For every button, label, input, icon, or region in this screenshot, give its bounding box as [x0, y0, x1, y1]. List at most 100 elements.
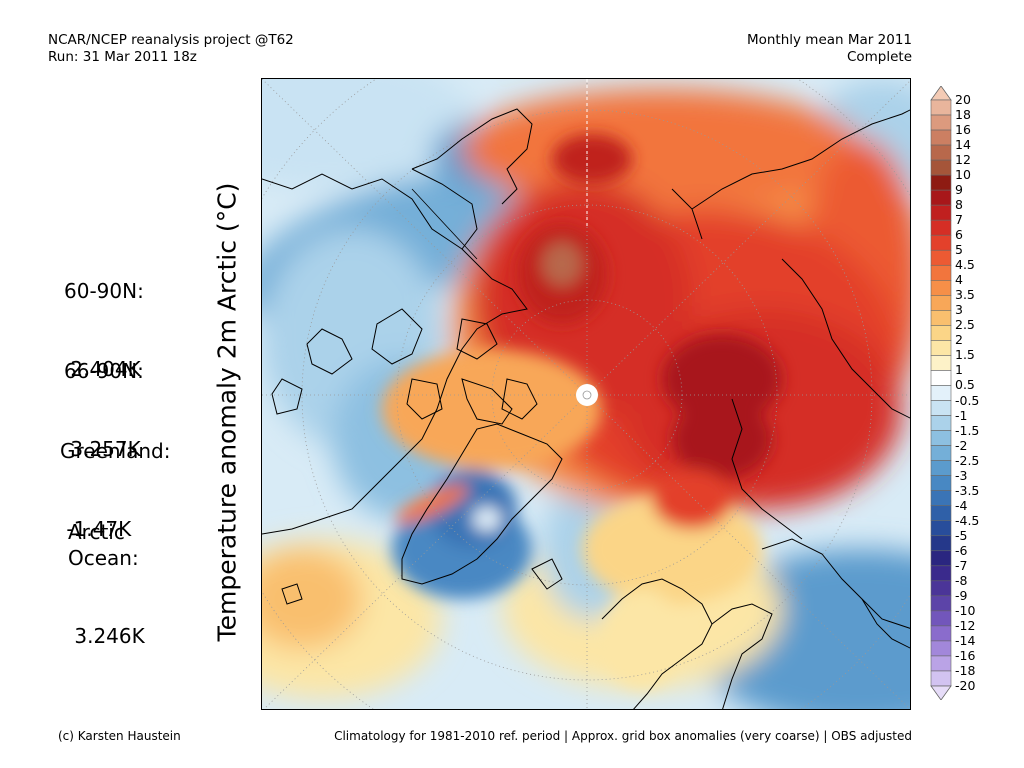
colorbar-swatch [930, 129, 952, 146]
stat-greenland: Greenland: -1.47K [60, 386, 171, 568]
anomaly-field [262, 79, 910, 709]
colorbar-swatch [930, 189, 952, 206]
colorbar-level-label: -1 [955, 407, 968, 423]
colorbar-swatch [930, 400, 952, 416]
y-axis-label: Temperature anomaly 2m Arctic (°C) [212, 182, 242, 642]
colorbar-level-label: 3.5 [955, 287, 975, 303]
colorbar-swatch [930, 204, 952, 221]
colorbar-level-label: -10 [955, 602, 976, 618]
stat-region-label: 60-90N: [64, 279, 144, 303]
colorbar-swatch [930, 415, 952, 431]
colorbar-level-label: -7 [955, 557, 968, 573]
colorbar-level-label: -3 [955, 467, 968, 483]
colorbar-level-label: 10 [955, 167, 971, 183]
colorbar-level-label: 1 [955, 362, 963, 378]
colorbar-swatch [930, 264, 952, 281]
colorbar-swatch [930, 370, 952, 386]
colorbar-swatch [930, 610, 952, 627]
colorbar-level-label: 12 [955, 152, 971, 168]
colorbar-swatch [930, 475, 952, 491]
colorbar-level-label: 20 [955, 92, 971, 107]
colorbar-swatch [930, 520, 952, 537]
run-time: Run: 31 Mar 2011 18z [48, 49, 197, 65]
colorbar-level-label: 14 [955, 137, 971, 153]
stat-value: 3.257K [64, 437, 141, 461]
colorbar-swatch [930, 219, 952, 236]
colorbar-swatch [930, 114, 952, 131]
colorbar-level-label: -3.5 [955, 482, 980, 498]
stat-arctic-ocean: Arctic Ocean: 3.246K [68, 467, 145, 675]
colorbar-swatch [930, 625, 952, 642]
stat-value: 2.404K [64, 357, 141, 381]
colorbar-swatch [930, 640, 952, 657]
colorbar [930, 86, 952, 700]
colorbar-swatch [930, 445, 952, 461]
colorbar-level-label: 16 [955, 122, 971, 138]
colorbar-top-arrow [930, 86, 952, 101]
colorbar-level-label: -1.5 [955, 422, 980, 438]
colorbar-swatch [930, 234, 952, 251]
colorbar-swatch [930, 490, 952, 506]
pole-ring [582, 390, 592, 400]
stat-region-label: Arctic Ocean: [68, 520, 139, 570]
header-right: Monthly mean Mar 2011 Complete [747, 32, 912, 66]
colorbar-level-label: -5 [955, 527, 968, 543]
colorbar-level-label: -9 [955, 587, 968, 603]
stat-region-label: 66-90N: [64, 359, 144, 383]
stat-value: -1.47K [60, 517, 132, 541]
colorbar-level-label: 18 [955, 107, 971, 123]
colorbar-swatch [930, 174, 952, 191]
colorbar-bottom-arrow [930, 685, 952, 700]
colorbar-swatch [930, 249, 952, 266]
colorbar-level-label: 6 [955, 227, 963, 243]
date-line [411, 188, 478, 260]
colorbar-swatch [930, 655, 952, 672]
colorbar-level-label: -2.5 [955, 452, 980, 468]
colorbar-swatch [930, 580, 952, 597]
colorbar-level-label: 2 [955, 332, 963, 348]
colorbar-swatch [930, 535, 952, 552]
colorbar-swatch [930, 325, 952, 341]
colorbar-level-label: -0.5 [955, 392, 980, 408]
stat-region-label: Greenland: [60, 439, 171, 463]
colorbar-level-label: 4 [955, 272, 963, 288]
coastlines [262, 108, 910, 709]
colorbar-swatch [930, 310, 952, 326]
colorbar-swatch [930, 340, 952, 356]
model-title: NCAR/NCEP reanalysis project @T62 [48, 32, 294, 48]
colorbar-swatch [930, 505, 952, 522]
colorbar-level-label: -4 [955, 497, 968, 513]
colorbar-level-label: -4.5 [955, 512, 980, 528]
colorbar-swatch [930, 595, 952, 612]
colorbar-level-label: 3 [955, 302, 963, 318]
stat-value: 3.246K [68, 624, 145, 648]
colorbar-swatch [930, 385, 952, 401]
colorbar-swatch [930, 550, 952, 567]
copyright: (c) Karsten Haustein [58, 729, 181, 743]
stat-66-90n: 66-90N: 3.257K [64, 306, 144, 488]
colorbar-level-label: 9 [955, 182, 963, 198]
colorbar-level-label: 1.5 [955, 347, 975, 363]
colorbar-level-label: -12 [955, 617, 976, 633]
colorbar-swatch [930, 280, 952, 296]
colorbar-swatch [930, 99, 952, 116]
colorbar-level-label: 7 [955, 212, 963, 228]
colorbar-swatch [930, 295, 952, 311]
map-svg [262, 79, 910, 709]
stat-60-90n: 60-90N: 2.404K [64, 226, 144, 408]
colorbar-level-label: 2.5 [955, 317, 975, 333]
colorbar-level-label: -6 [955, 542, 968, 558]
colorbar-level-label: 5 [955, 242, 963, 258]
colorbar-level-label: -16 [955, 647, 976, 663]
colorbar-swatch [930, 144, 952, 161]
colorbar-swatch [930, 430, 952, 446]
period-title: Monthly mean Mar 2011 [746, 32, 912, 48]
completion-status: Complete [846, 49, 912, 65]
colorbar-swatch [930, 159, 952, 176]
colorbar-level-label: 8 [955, 197, 963, 213]
colorbar-swatch [930, 460, 952, 476]
colorbar-swatch [930, 565, 952, 582]
colorbar-level-label: -2 [955, 437, 968, 453]
colorbar-level-label: -14 [955, 632, 976, 648]
colorbar-swatch [930, 355, 952, 371]
